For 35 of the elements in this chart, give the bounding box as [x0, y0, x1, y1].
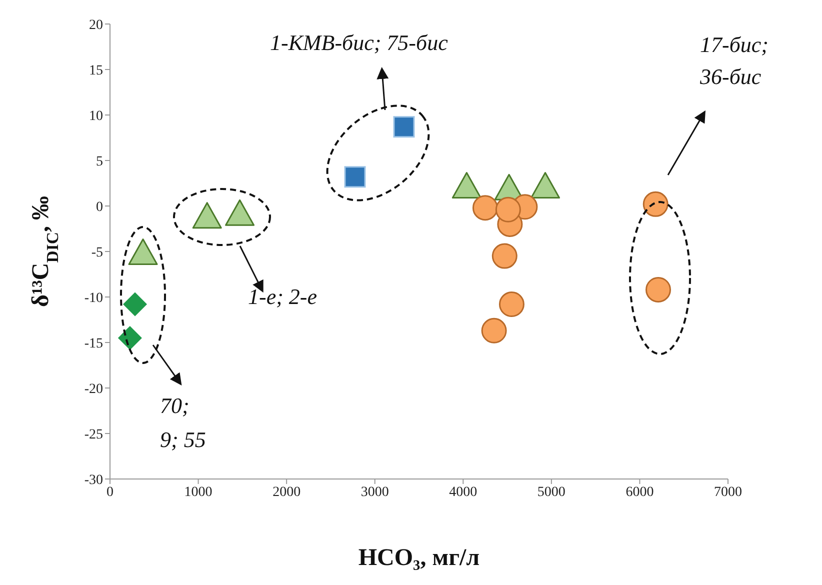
y-tick-label: -15 [84, 336, 103, 352]
y-tick-label: -10 [84, 290, 103, 306]
y-tick-label: -25 [84, 427, 103, 442]
point [472, 195, 498, 221]
y-tick-label: -5 [91, 245, 103, 260]
annotation: 70; 9; 55 [160, 393, 206, 452]
annotation: 17-бис; 36-бис [699, 32, 768, 89]
point [495, 196, 521, 222]
y-tick-label: 15 [89, 63, 103, 78]
point [646, 276, 672, 302]
y-tick-label: 10 [89, 108, 103, 124]
point [642, 191, 668, 217]
x-tick-label: 1000 [184, 484, 212, 500]
y-tick-label: -20 [84, 382, 103, 397]
point [118, 326, 142, 350]
point [393, 116, 415, 138]
x-tick-label: 4000 [449, 484, 478, 500]
x-tick-label: 3000 [360, 484, 389, 500]
point [492, 243, 518, 269]
y-tick-label: -30 [84, 472, 103, 488]
point [498, 292, 524, 318]
point [122, 292, 147, 316]
x-tick-label: 7000 [714, 484, 742, 500]
x-tick-label: 5000 [537, 484, 566, 500]
y-tick-label: 5 [96, 154, 103, 170]
point [481, 318, 507, 344]
y-tick-label: 20 [89, 18, 103, 33]
x-tick-label: 6000 [626, 484, 654, 500]
x-axis-title: HCO₃, мг/л [358, 545, 480, 571]
point [344, 166, 366, 188]
annotation: 1-е; 2-е [248, 284, 318, 309]
annotation: 1-КМВ-бис; 75-бис [270, 30, 448, 55]
y-tick-label: 0 [96, 200, 103, 215]
x-tick-label: 2000 [272, 484, 301, 500]
x-tick-label: 0 [106, 484, 114, 500]
